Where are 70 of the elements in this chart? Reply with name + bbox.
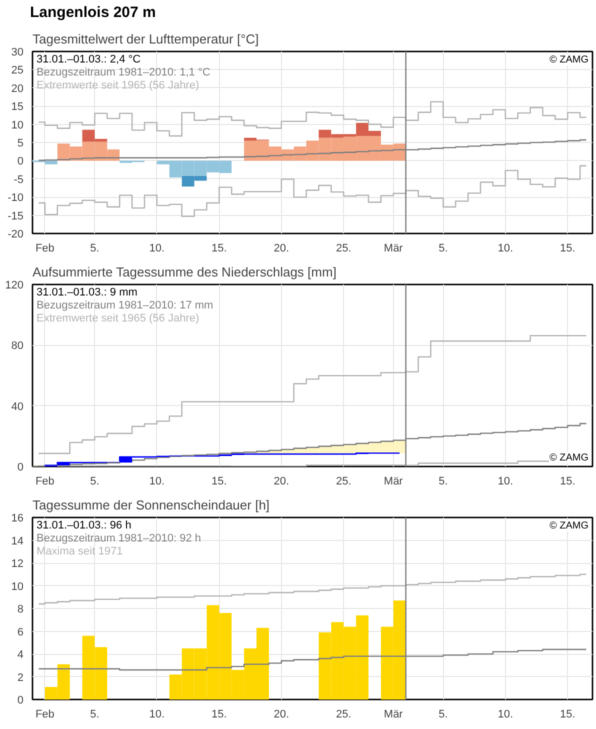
y-tick-label: 0: [17, 156, 24, 168]
x-tick-label: 5.: [90, 242, 100, 254]
x-tick-label: 25.: [336, 708, 352, 720]
annotation: © ZAMG: [549, 452, 589, 464]
annotation: 31.01.–01.03.: 9 mm: [36, 286, 138, 298]
annotation: Bezugszeitraum 1981–2010: 92 h: [36, 532, 202, 544]
y-tick-label: 6: [17, 626, 24, 638]
chart-title: Tagessumme der Sonnenscheindauer [h]: [32, 498, 270, 512]
x-tick-label: 10.: [149, 476, 165, 488]
annotation: © ZAMG: [549, 520, 589, 532]
y-tick-label: 25: [11, 64, 24, 77]
x-tick-label: 20.: [274, 708, 290, 720]
y-tick-label: 5: [17, 138, 24, 150]
y-tick-label: 30: [11, 46, 24, 58]
y-tick-label: -10: [8, 192, 24, 204]
x-tick-label: 20.: [274, 476, 290, 488]
x-tick-label: 25.: [336, 476, 352, 488]
x-tick-label: 15.: [560, 242, 576, 254]
x-tick-label: Mär: [384, 476, 404, 488]
x-tick-label: 5.: [90, 476, 100, 488]
y-tick-label: 40: [11, 400, 24, 413]
y-tick-label: 10: [11, 580, 24, 593]
annotation: Extremwerte seit 1965 (56 Jahre): [36, 312, 200, 324]
x-tick-label: 15.: [212, 242, 227, 254]
annotation: Extremwerte seit 1965 (56 Jahre): [36, 80, 200, 92]
y-tick-label: 2: [17, 672, 24, 684]
x-tick-label: Feb: [35, 476, 54, 488]
x-tick-label: 10.: [498, 242, 514, 254]
x-tick-label: 10.: [149, 242, 165, 254]
x-tick-label: 5.: [438, 242, 448, 254]
annotation: 31.01.–01.03.: 2,4 °C: [36, 54, 141, 66]
x-tick-label: 10.: [498, 708, 514, 720]
chart-subtitle: Tagesmittelwert der Lufttemperatur [°C]: [32, 32, 259, 46]
x-tick-label: 15.: [212, 476, 227, 488]
y-tick-label: -5: [14, 174, 24, 186]
x-tick-label: 15.: [560, 708, 576, 720]
chart-title: Langenlois 207 m: [30, 4, 156, 21]
y-tick-label: 8: [17, 604, 24, 616]
y-tick-label: 0: [17, 462, 24, 474]
annotation: Bezugszeitraum 1981–2010: 17 mm: [36, 300, 214, 312]
y-tick-label: 12: [11, 558, 24, 570]
x-tick-label: 25.: [336, 242, 352, 254]
y-tick-label: -20: [8, 228, 24, 240]
chart-title: Aufsummierte Tagessumme des Niederschlags [mm]: [32, 264, 336, 280]
annotation: 31.01.–01.03.: 96 h: [36, 520, 132, 532]
y-tick-label: 120: [5, 280, 24, 292]
x-tick-label: 15.: [560, 476, 576, 488]
y-tick-label: 15: [11, 101, 24, 114]
x-tick-label: Feb: [35, 242, 54, 254]
annotation: Bezugszeitraum 1981–2010: 1,1 °C: [36, 66, 210, 78]
y-tick-label: 14: [11, 535, 24, 548]
y-tick-label: 10: [11, 119, 24, 132]
annotation: Maxima seit 1971: [36, 546, 123, 558]
x-tick-label: 5.: [438, 476, 448, 488]
x-tick-label: 10.: [498, 476, 514, 488]
x-tick-label: 10.: [149, 708, 165, 720]
annotation: © ZAMG: [549, 54, 589, 66]
x-tick-label: 15.: [212, 708, 227, 720]
y-tick-label: 80: [11, 340, 24, 352]
x-tick-label: Mär: [384, 242, 404, 254]
y-tick-label: -15: [8, 210, 24, 222]
x-tick-label: Feb: [35, 708, 54, 720]
y-tick-label: 4: [17, 649, 24, 661]
y-tick-label: 20: [11, 82, 24, 95]
x-tick-label: 5.: [438, 708, 448, 720]
x-tick-label: 5.: [90, 708, 100, 720]
x-tick-label: 20.: [274, 242, 290, 254]
y-tick-label: 16: [11, 512, 24, 524]
y-tick-label: 0: [17, 694, 24, 706]
x-tick-label: Mär: [384, 708, 404, 720]
